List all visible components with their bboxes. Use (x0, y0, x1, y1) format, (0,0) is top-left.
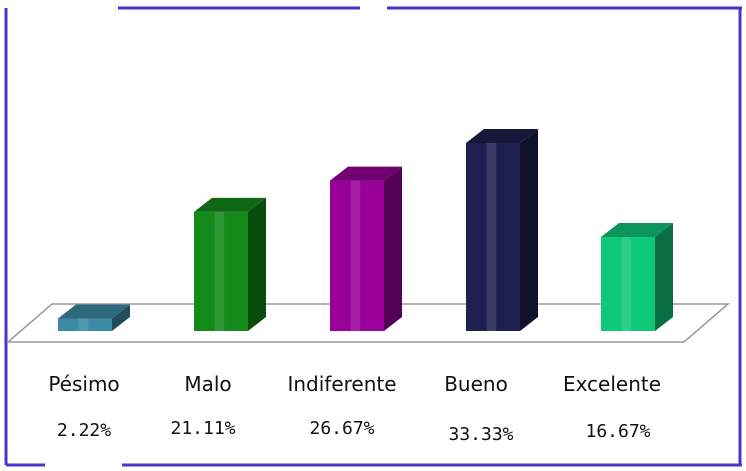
bar-highlight-0 (78, 318, 89, 331)
bar-front-1 (194, 211, 248, 331)
bar-side-3 (520, 129, 538, 331)
category-label-bueno: Bueno (444, 372, 508, 396)
bar-2 (330, 166, 402, 331)
bar-highlight-1 (214, 211, 225, 331)
bar-top-2 (330, 166, 402, 181)
bars-group (58, 129, 673, 331)
value-label-excelente: 16.67% (585, 421, 651, 442)
bar-top-0 (58, 304, 130, 319)
bar-side-4 (655, 222, 673, 331)
bar-front-2 (330, 180, 384, 331)
category-label-indiferente: Indiferente (287, 372, 397, 396)
bar-front-4 (601, 236, 655, 331)
value-label-pesimo: 2.22% (56, 420, 112, 441)
bar-highlight-4 (621, 236, 632, 331)
category-label-excelente: Excelente (562, 372, 662, 396)
bar-0 (58, 304, 130, 331)
bar-front-3 (466, 143, 520, 331)
bar-1 (194, 197, 266, 331)
frame-border (4, 6, 742, 467)
value-label-malo: 21.11% (170, 418, 236, 439)
bar-side-0 (112, 304, 130, 331)
bar-4 (601, 222, 673, 331)
bar-highlight-2 (350, 180, 361, 331)
bar-front-0 (58, 318, 112, 331)
bar-top-1 (194, 197, 266, 212)
category-label-malo: Malo (184, 372, 232, 396)
bar-side-1 (248, 197, 266, 331)
category-label-pesimo: Pésimo (48, 372, 120, 396)
bar-top-4 (601, 222, 673, 237)
value-label-indiferente: 26.67% (309, 418, 375, 439)
bar-top-3 (466, 129, 538, 143)
bar-3 (466, 129, 538, 331)
bar-highlight-3 (486, 143, 497, 331)
bar-side-2 (384, 166, 402, 331)
value-label-bueno: 33.33% (448, 424, 514, 445)
